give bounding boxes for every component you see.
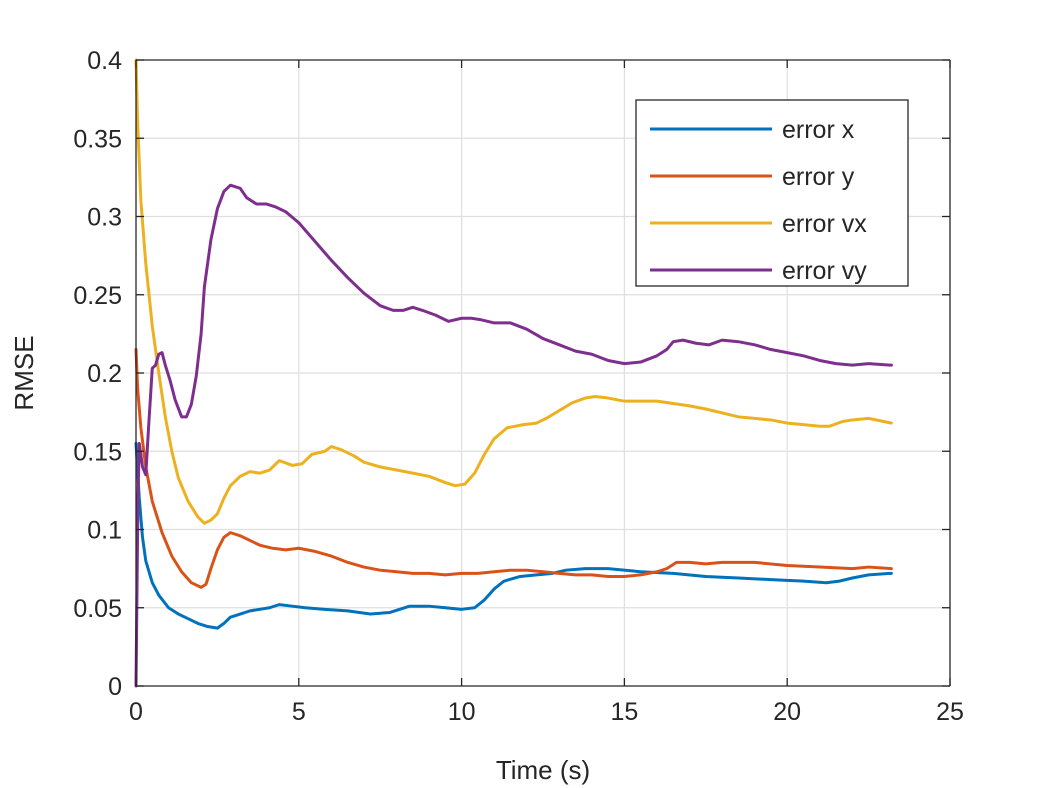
- axes: [135, 59, 951, 687]
- tick-labels: 0 5 10 15 20 25 0 0.05 0.1 0.15 0.2 0.25 0.3 0.35 0.4: [73, 47, 964, 726]
- y-tick-label: 0.4: [87, 47, 122, 75]
- x-tick-label: 10: [448, 698, 476, 726]
- series-line-error-y: [134, 348, 893, 589]
- y-tick-label: 0.05: [73, 595, 122, 623]
- series-group: [134, 58, 893, 688]
- series-line-error-vx: [134, 58, 893, 525]
- x-tick-label: 20: [773, 698, 801, 726]
- series-line-error-x: [134, 441, 893, 630]
- legend-label: error x: [782, 116, 855, 144]
- x-axis-label: Time (s): [496, 755, 590, 785]
- y-tick-label: 0.15: [73, 438, 122, 466]
- legend-label: error vy: [782, 257, 867, 285]
- legend: error x error y error vx error vy: [635, 99, 909, 287]
- y-tick-label: 0: [108, 673, 122, 701]
- y-tick-label: 0.35: [73, 125, 122, 153]
- x-tick-label: 5: [292, 698, 306, 726]
- legend-box: [635, 99, 909, 287]
- y-tick-label: 0.2: [87, 360, 122, 388]
- legend-label: error vx: [782, 210, 867, 238]
- legend-label: error y: [782, 163, 855, 191]
- y-tick-label: 0.1: [87, 517, 122, 545]
- y-tick-label: 0.3: [87, 204, 122, 232]
- x-tick-label: 25: [936, 698, 964, 726]
- y-tick-label: 0.25: [73, 282, 122, 310]
- y-axis-label: RMSE: [9, 335, 39, 410]
- x-tick-label: 0: [129, 698, 143, 726]
- series-line-error-vy: [134, 183, 893, 688]
- x-tick-label: 15: [610, 698, 638, 726]
